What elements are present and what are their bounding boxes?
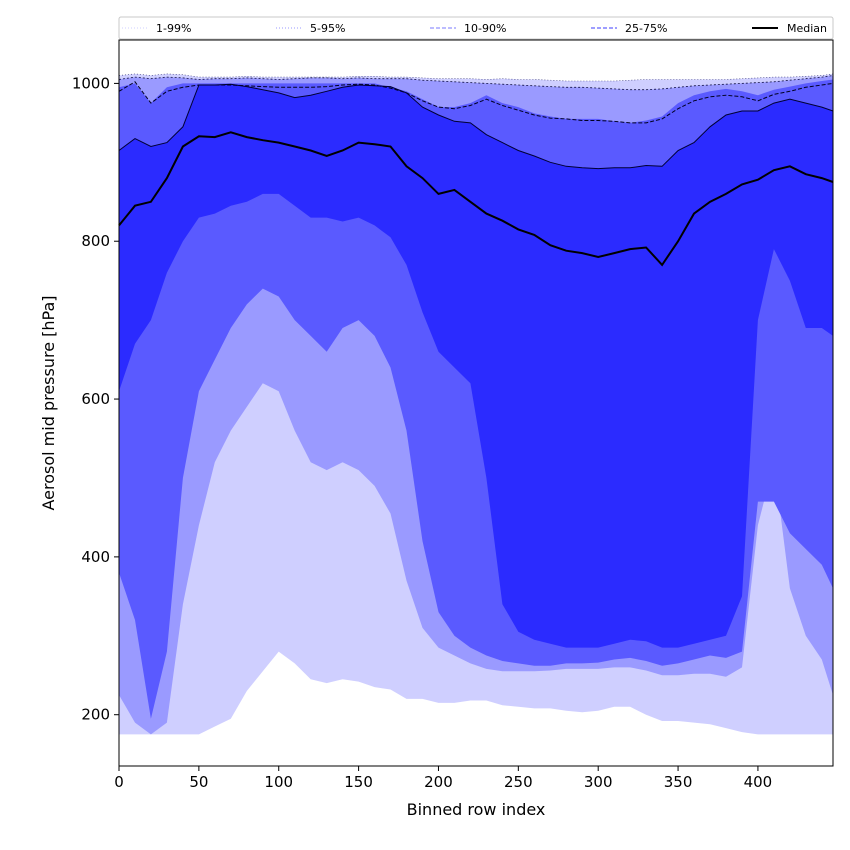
legend-box — [118, 16, 834, 40]
x-axis-label: Binned row index — [407, 800, 546, 819]
x-tick-label: 50 — [189, 773, 208, 791]
y-tick-label: 200 — [81, 706, 110, 724]
line-p75 — [118, 83, 834, 170]
y-tick-label: 600 — [81, 390, 110, 408]
legend: 1-99% 5-95% 10-90% 25-75% Median — [118, 16, 834, 40]
x-tick-label: 400 — [744, 773, 773, 791]
x-tick-label: 350 — [664, 773, 693, 791]
x-tick-label: 0 — [114, 773, 124, 791]
y-tick-label: 1000 — [72, 74, 110, 92]
x-tick-label: 150 — [344, 773, 373, 791]
x-tick-label: 250 — [504, 773, 533, 791]
median-line — [118, 131, 834, 267]
band-25-75 — [119, 84, 833, 648]
legend-label: 10-90% — [464, 22, 506, 35]
legend-label: Median — [787, 22, 827, 35]
legend-label: 1-99% — [156, 22, 191, 35]
y-tick-label: 800 — [81, 232, 110, 250]
legend-label: 25-75% — [625, 22, 667, 35]
line-p99 — [118, 73, 834, 82]
y-tick-label: 400 — [81, 548, 110, 566]
legend-label: 5-95% — [310, 22, 345, 35]
x-tick-label: 200 — [424, 773, 453, 791]
y-axis-label: Aerosol mid pressure [hPa] — [39, 295, 58, 510]
x-tick-label: 300 — [584, 773, 613, 791]
percentile-bands — [119, 73, 833, 735]
plot-frame — [118, 39, 834, 767]
y-axis-ticks: 200 400 600 800 1000 — [72, 74, 119, 724]
line-p95 — [118, 75, 834, 91]
x-axis-ticks: 0 50 100 150 200 250 300 350 400 — [114, 766, 772, 791]
line-p90 — [118, 81, 834, 124]
x-tick-label: 100 — [264, 773, 293, 791]
percentile-lines — [118, 73, 834, 267]
